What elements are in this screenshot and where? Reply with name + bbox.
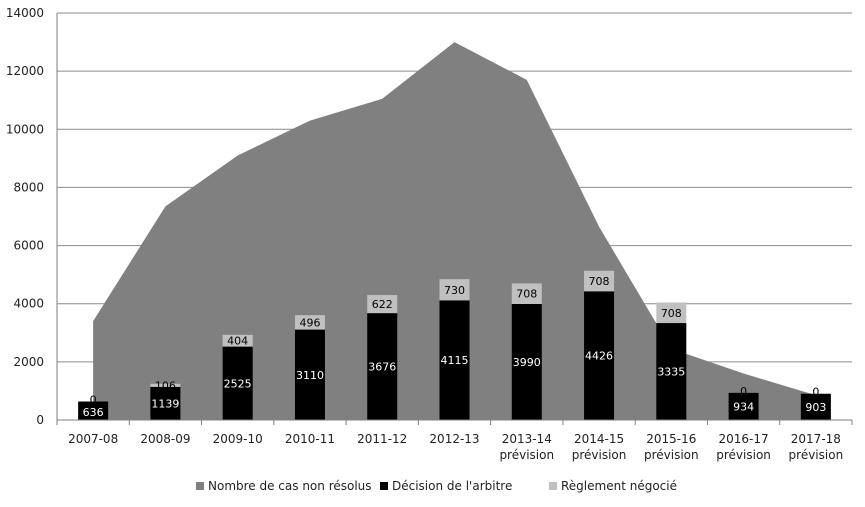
data-label-decision: 636 <box>83 406 104 419</box>
area-series <box>93 42 816 420</box>
bar-decision-arbitre <box>367 313 398 420</box>
bar-decision-arbitre <box>150 386 181 420</box>
bar-decision-arbitre <box>656 323 687 420</box>
y-tick-label: 12000 <box>6 64 44 78</box>
data-label-decision: 3110 <box>296 369 324 382</box>
data-label-reglement: 730 <box>444 284 465 297</box>
data-label-decision: 2525 <box>224 377 252 390</box>
data-label-decision: 4115 <box>441 354 469 367</box>
data-label-decision: 3990 <box>513 356 541 369</box>
x-tick-label: 2008-09 <box>140 432 190 446</box>
data-label-decision: 1139 <box>151 397 179 410</box>
y-tick-label: 6000 <box>13 239 44 253</box>
bar-reglement-negocie <box>656 302 687 324</box>
legend-swatch <box>196 482 204 490</box>
bar-decision-arbitre <box>728 392 759 420</box>
legend-swatch <box>549 482 557 490</box>
bar-decision-arbitre <box>439 300 470 420</box>
x-tick-label: 2016-17 <box>719 432 769 446</box>
data-label-decision: 3335 <box>657 366 685 379</box>
data-label-reglement: 106 <box>155 379 176 392</box>
data-label-reglement: 404 <box>227 335 248 348</box>
legend-label: Nombre de cas non résolus <box>208 479 372 493</box>
y-tick-label: 0 <box>36 413 44 427</box>
x-tick-label: 2011-12 <box>357 432 407 446</box>
x-tick-label: 2015-16 <box>646 432 696 446</box>
data-label-decision: 934 <box>733 400 754 413</box>
bar-decision-arbitre <box>78 401 109 420</box>
x-tick-label: prévision <box>499 448 554 462</box>
bar-decision-arbitre <box>222 346 253 420</box>
area-nombre-de-cas-non-resolus <box>93 42 816 420</box>
y-tick-label: 10000 <box>6 122 44 136</box>
data-label-reglement: 708 <box>661 307 682 320</box>
bar-decision-arbitre <box>511 304 542 420</box>
data-label-decision: 4426 <box>585 350 613 363</box>
bar-reglement-negocie <box>222 334 253 347</box>
x-tick-label: 2017-18 <box>791 432 841 446</box>
data-label-reglement: 0 <box>740 385 747 398</box>
x-tick-label: prévision <box>572 448 627 462</box>
bar-decision-arbitre <box>584 291 615 420</box>
bar-reglement-negocie <box>584 270 615 292</box>
legend-swatch <box>380 482 388 490</box>
x-tick-label: 2009-10 <box>213 432 263 446</box>
bar-reglement-negocie <box>439 279 470 301</box>
data-label-reglement: 622 <box>372 298 393 311</box>
data-label-decision: 903 <box>805 401 826 414</box>
legend-label: Règlement négocié <box>561 479 677 493</box>
data-label-reglement: 0 <box>812 386 819 399</box>
legend-label: Décision de l'arbitre <box>392 479 512 493</box>
bar-reglement-negocie <box>150 383 181 387</box>
x-tick-label: 2013-14 <box>502 432 552 446</box>
x-tick-label: 2007-08 <box>68 432 118 446</box>
legend: Nombre de cas non résolus Décision de l'a… <box>196 479 677 493</box>
y-tick-label: 14000 <box>6 6 44 20</box>
x-tick-label: 2012-13 <box>429 432 479 446</box>
x-tick-label: prévision <box>789 448 844 462</box>
bar-reglement-negocie <box>511 283 542 305</box>
data-label-reglement: 708 <box>589 275 610 288</box>
y-tick-label: 8000 <box>13 180 44 194</box>
bar-reglement-negocie <box>367 295 398 314</box>
y-tick-label: 4000 <box>13 297 44 311</box>
bar-decision-arbitre <box>294 329 325 420</box>
data-label-reglement: 708 <box>516 288 537 301</box>
bar-series <box>78 270 831 420</box>
x-tick-label: 2010-11 <box>285 432 335 446</box>
axes: 0 2000 4000 6000 8000 10000 12000 14000 2007-08 2… <box>6 6 853 462</box>
data-label-decision: 3676 <box>368 361 396 374</box>
x-tick-label: prévision <box>716 448 771 462</box>
x-tick-label: 2014-15 <box>574 432 624 446</box>
y-tick-label: 2000 <box>13 355 44 369</box>
bar-reglement-negocie <box>294 315 325 330</box>
bar-decision-arbitre <box>800 393 831 420</box>
data-label-reglement: 496 <box>299 316 320 329</box>
x-tick-label: prévision <box>644 448 699 462</box>
data-label-reglement: 0 <box>90 394 97 407</box>
